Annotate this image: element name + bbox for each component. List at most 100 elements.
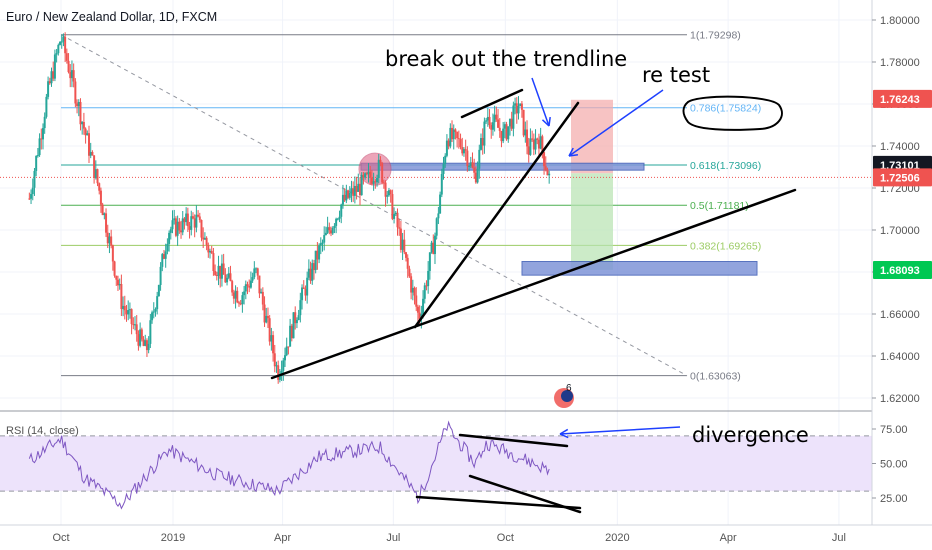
arrow-retest-head [568, 147, 579, 157]
candle-body [381, 163, 384, 183]
candle-body [249, 280, 252, 288]
candle-body [480, 138, 482, 150]
candle-body [507, 126, 510, 140]
candle-body [316, 250, 319, 260]
candle-body [142, 339, 145, 346]
chart-title: Euro / New Zealand Dollar, 1D, FXCM [6, 10, 217, 24]
candle-body [79, 101, 82, 125]
rsi-tick-label: 25.00 [880, 493, 908, 505]
candle-body [483, 121, 486, 146]
candle-body [391, 194, 394, 219]
candle-body [510, 118, 513, 129]
candle-body [522, 109, 525, 136]
candle-body [347, 190, 350, 198]
candle-body [64, 36, 67, 54]
candle-body [72, 70, 75, 82]
rsi-axis[interactable]: 75.00 50.00 25.00 [872, 424, 908, 505]
candle-body [394, 212, 397, 215]
rsi-tick-label: 75.00 [880, 424, 908, 436]
candle-body [536, 138, 539, 140]
arrow-breakout [531, 77, 550, 127]
candle-body [405, 252, 408, 258]
candle-body [372, 181, 375, 184]
candle-body [543, 152, 546, 167]
candle-body [130, 309, 133, 325]
candle-body [297, 315, 300, 320]
candle-body [110, 236, 113, 246]
candle-body [290, 325, 293, 339]
candle-body [369, 171, 372, 178]
fib-0786-circle [682, 95, 783, 131]
candle-body [333, 225, 336, 228]
candle-body [198, 216, 201, 221]
candle-body [93, 155, 96, 179]
annotation-divergence: divergence [692, 423, 809, 447]
candle-body [328, 227, 331, 231]
candle-body [265, 315, 268, 323]
candle-body [425, 285, 428, 287]
candle-body [217, 265, 220, 276]
candle-body [84, 128, 87, 136]
candle-body [520, 103, 523, 110]
candle-body [374, 181, 377, 183]
price-badge [873, 261, 932, 280]
candle-body [209, 250, 212, 253]
candle-body [498, 127, 501, 131]
candle-body [508, 118, 511, 127]
candle-body [89, 152, 92, 156]
candle-body [152, 311, 155, 313]
candle-body [156, 296, 159, 310]
candle-body [428, 252, 431, 271]
candle-body [544, 166, 547, 170]
candle-body [76, 103, 79, 107]
candle-body [345, 190, 348, 201]
candle-body [309, 268, 312, 281]
candle-body [306, 277, 309, 296]
candle-body [330, 230, 333, 234]
time-tick-label: Jul [386, 532, 400, 544]
candle-body [398, 227, 401, 229]
candle-body [74, 81, 77, 104]
candle-body [312, 263, 315, 271]
candle-body [532, 139, 535, 150]
candle-body [408, 268, 411, 277]
candle-body [82, 122, 85, 129]
ideas-badge[interactable]: 6 [554, 383, 574, 408]
support-zone [521, 261, 758, 276]
candle-body [215, 274, 218, 276]
time-axis[interactable]: Oct 2019 Apr Jul Oct 2020 Apr Jul [52, 532, 846, 544]
candle-body [365, 173, 368, 175]
candle-body [432, 242, 435, 255]
candle-body [541, 136, 544, 153]
trendline-drawings[interactable] [270, 77, 797, 514]
candle-body [239, 303, 242, 305]
candle-body [415, 295, 418, 307]
rsi-divergence-top [458, 433, 569, 448]
candle-body [399, 228, 402, 250]
candle-body [311, 263, 314, 281]
candle-body [154, 309, 157, 312]
candle-body [193, 218, 196, 228]
candle-body [459, 139, 462, 148]
candle-body [280, 370, 283, 375]
candle-body [376, 178, 379, 183]
candle-body [382, 182, 385, 184]
candle-body [164, 251, 167, 259]
fib-level-label: 0.618(1.73096) [690, 160, 761, 172]
rsi-line [28, 420, 550, 510]
candle-body [324, 232, 327, 236]
candle-body [529, 138, 532, 155]
candle-body [379, 159, 382, 164]
candle-body [69, 72, 72, 79]
candle-body [478, 149, 481, 169]
candle-body [512, 105, 515, 129]
candle-body [473, 167, 476, 173]
candle-body [370, 177, 373, 184]
candle-body [396, 212, 399, 228]
candle-body [519, 103, 522, 107]
candle-body [202, 237, 205, 240]
candle-body [481, 138, 484, 146]
candle-body [304, 288, 307, 296]
candle-body [45, 96, 48, 117]
